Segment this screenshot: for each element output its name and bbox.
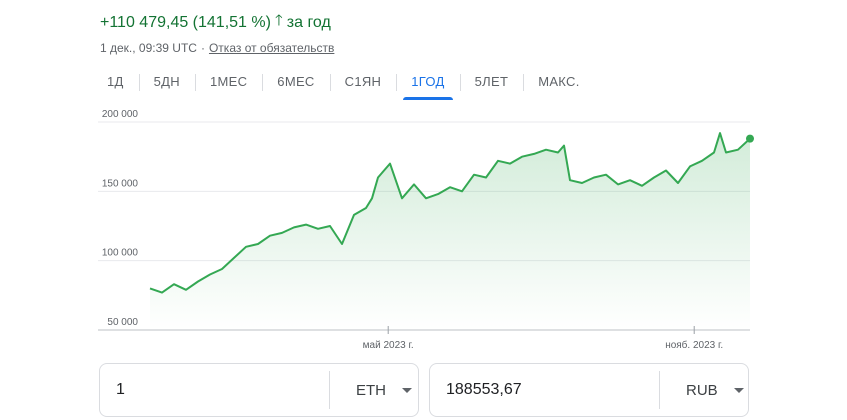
tab-1m[interactable]: 1МЕС (194, 66, 262, 98)
tab-ytd[interactable]: С1ЯН (329, 66, 397, 98)
price-area (150, 133, 750, 330)
range-tabs: 1Д 5ДН 1МЕС 6МЕС С1ЯН 1ГОД 5ЛЕТ МАКС. (92, 66, 595, 100)
chevron-down-icon (402, 387, 412, 393)
last-price-point (746, 134, 754, 143)
separator: · (200, 41, 205, 55)
divider (329, 371, 330, 409)
tab-5y[interactable]: 5ЛЕТ (459, 66, 524, 98)
tab-5d[interactable]: 5ДН (138, 66, 195, 98)
tab-6m[interactable]: 6МЕС (262, 66, 329, 98)
currency-converter: ETH RUB (99, 363, 749, 417)
price-change: +110 479,45 (141,51 %) 🡑 за год (100, 10, 331, 35)
price-chart-svg: 50 000 100 000 150 000 200 000 май 2023 г. но… (98, 109, 754, 351)
tab-1y[interactable]: 1ГОД (396, 66, 459, 100)
price-change-value: +110 479,45 (141,51 %) (100, 13, 271, 31)
to-currency-box: RUB (429, 363, 749, 417)
x-tick-label: май 2023 г. (363, 340, 414, 351)
price-chart[interactable]: 50 000 100 000 150 000 200 000 май 2023 г. но… (0, 104, 847, 356)
divider (659, 371, 660, 409)
from-currency-label: ETH (356, 381, 386, 399)
timestamp: 1 дек., 09:39 UTC (100, 41, 197, 55)
disclaimer-link[interactable]: Отказ от обязательств (208, 41, 335, 55)
tab-1d[interactable]: 1Д (107, 74, 124, 89)
from-currency-box: ETH (99, 363, 419, 417)
price-change-period: за год (286, 13, 331, 31)
y-tick-label: 200 000 (102, 109, 139, 120)
y-tick-label: 50 000 (107, 317, 138, 328)
chevron-down-icon (733, 387, 744, 393)
price-line (149, 132, 751, 294)
from-currency-select[interactable]: ETH (330, 364, 418, 416)
to-amount-input[interactable] (430, 364, 659, 416)
y-tick-label: 150 000 (102, 178, 139, 189)
y-tick-label: 100 000 (102, 248, 139, 259)
to-currency-label: RUB (686, 381, 718, 399)
timestamp-line: 1 дек., 09:39 UTC · Отказ от обязательств (100, 41, 334, 55)
tab-max[interactable]: МАКС. (523, 66, 594, 98)
x-tick-label: нояб. 2023 г. (665, 339, 723, 351)
to-currency-select[interactable]: RUB (660, 364, 748, 416)
arrow-up-icon: 🡑 (274, 12, 283, 29)
from-amount-input[interactable] (100, 364, 329, 416)
